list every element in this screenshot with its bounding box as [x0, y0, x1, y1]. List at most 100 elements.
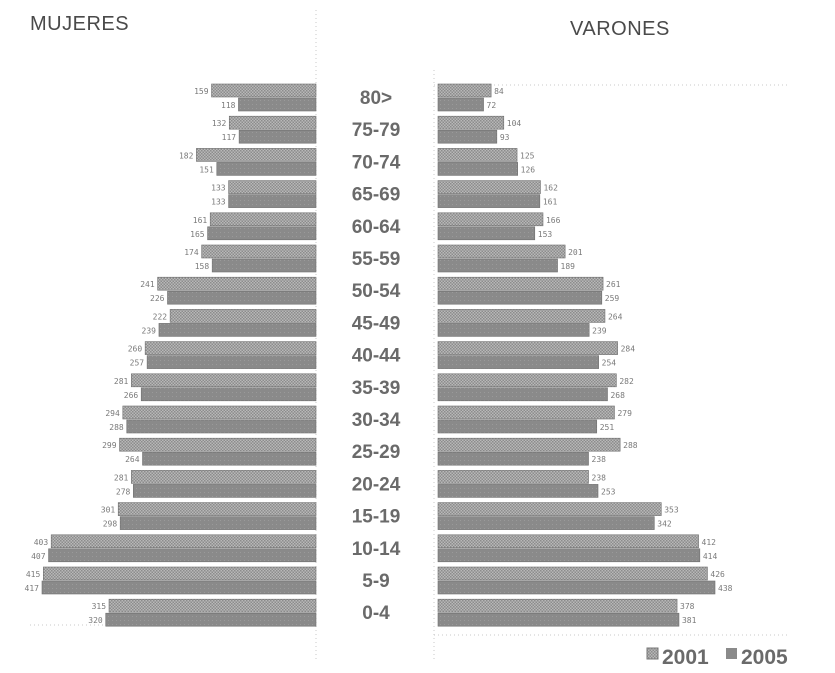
- value-mujeres-2001-55-59: 174: [184, 248, 199, 257]
- bar-varones-2005-75-79: [437, 129, 498, 144]
- bar-varones-2005-0-4: [437, 612, 680, 627]
- value-mujeres-2005-20-24: 278: [116, 487, 131, 496]
- bar-mujeres-2001-20-24: [131, 470, 317, 484]
- varones-bars: [437, 83, 716, 627]
- bar-mujeres-2001-35-39: [131, 373, 317, 388]
- value-varones-2001-40-44: 284: [621, 345, 636, 354]
- value-varones-2001-70-74: 125: [520, 151, 535, 160]
- value-varones-2001-35-39: 282: [619, 377, 634, 386]
- age-label-70-74: 70-74: [352, 152, 401, 173]
- value-mujeres-2005-0-4: 320: [88, 616, 103, 625]
- bar-varones-2001-80: [437, 83, 492, 98]
- bar-varones-2005-35-39: [437, 387, 608, 402]
- bar-varones-2005-65-69: [437, 194, 541, 208]
- left-title: MUJERES: [30, 13, 129, 35]
- age-label-15-19: 15-19: [352, 507, 401, 528]
- value-mujeres-2005-55-59: 158: [195, 262, 210, 271]
- bar-varones-2001-10-14: [437, 534, 699, 549]
- mujeres-bars: [41, 83, 317, 627]
- value-varones-2001-75-79: 104: [507, 119, 522, 128]
- value-mujeres-2005-50-54: 226: [150, 294, 165, 303]
- value-varones-2001-65-69: 162: [543, 184, 558, 193]
- bar-mujeres-2001-50-54: [157, 276, 317, 291]
- value-mujeres-2005-60-64: 165: [190, 230, 205, 239]
- bar-mujeres-2005-15-19: [119, 516, 317, 530]
- value-mujeres-2001-5-9: 415: [26, 570, 41, 579]
- value-mujeres-2001-10-14: 403: [34, 538, 49, 547]
- age-label-65-69: 65-69: [352, 185, 401, 206]
- value-mujeres-2005-15-19: 298: [103, 520, 118, 529]
- bar-varones-2005-55-59: [437, 258, 558, 273]
- value-mujeres-2001-65-69: 133: [211, 184, 226, 193]
- value-varones-2005-60-64: 153: [538, 230, 553, 239]
- value-varones-2001-45-49: 264: [608, 312, 623, 321]
- bar-varones-2005-40-44: [437, 355, 599, 369]
- value-mujeres-2005-75-79: 117: [222, 133, 237, 142]
- bar-varones-2001-40-44: [437, 341, 618, 355]
- value-mujeres-2005-70-74: 151: [199, 165, 214, 174]
- value-varones-2001-30-34: 279: [617, 409, 632, 418]
- bar-mujeres-2005-65-69: [228, 194, 317, 208]
- bar-mujeres-2001-70-74: [196, 148, 317, 162]
- age-label-80: 80>: [360, 88, 392, 109]
- value-varones-2005-40-44: 254: [602, 359, 617, 368]
- bar-mujeres-2005-75-79: [238, 129, 317, 144]
- right-title: VARONES: [570, 18, 670, 40]
- bar-mujeres-2001-15-19: [117, 502, 317, 516]
- bar-varones-2005-30-34: [437, 419, 598, 434]
- value-varones-2001-10-14: 412: [702, 538, 717, 547]
- bar-mujeres-2005-55-59: [211, 258, 317, 273]
- bar-mujeres-2005-10-14: [48, 548, 317, 563]
- value-varones-2005-15-19: 342: [657, 520, 672, 529]
- bar-varones-2005-70-74: [437, 162, 518, 176]
- bar-varones-2005-10-14: [437, 548, 701, 563]
- legend-swatch-2005: [726, 648, 737, 659]
- bar-varones-2005-5-9: [437, 580, 716, 595]
- bar-mujeres-2005-70-74: [216, 162, 317, 176]
- value-varones-2001-25-29: 288: [623, 441, 638, 450]
- bar-varones-2001-5-9: [437, 566, 708, 581]
- value-mujeres-2005-65-69: 133: [211, 198, 226, 207]
- value-mujeres-2005-25-29: 264: [125, 455, 140, 464]
- bar-varones-2001-0-4: [437, 598, 678, 613]
- value-varones-2005-30-34: 251: [600, 423, 615, 432]
- value-varones-2005-20-24: 253: [601, 487, 616, 496]
- value-mujeres-2001-45-49: 222: [153, 312, 168, 321]
- age-label-60-64: 60-64: [352, 217, 401, 238]
- bar-mujeres-2005-5-9: [41, 580, 317, 595]
- age-label-10-14: 10-14: [352, 539, 401, 560]
- age-label-30-34: 30-34: [352, 410, 401, 431]
- value-varones-2001-60-64: 166: [546, 216, 561, 225]
- bar-mujeres-2001-55-59: [201, 244, 317, 259]
- bar-mujeres-2005-30-34: [126, 419, 317, 434]
- bar-mujeres-2005-60-64: [207, 226, 317, 241]
- value-varones-2005-35-39: 268: [610, 391, 625, 400]
- value-varones-2005-25-29: 238: [592, 455, 607, 464]
- value-mujeres-2001-50-54: 241: [140, 280, 155, 289]
- bar-mujeres-2001-45-49: [169, 309, 317, 323]
- value-mujeres-2001-35-39: 281: [114, 377, 129, 386]
- bar-mujeres-2001-0-4: [108, 598, 317, 613]
- value-varones-2001-80: 84: [494, 87, 504, 96]
- value-mujeres-2005-35-39: 266: [124, 391, 139, 400]
- value-mujeres-2001-0-4: 315: [92, 602, 107, 611]
- value-varones-2005-55-59: 189: [561, 262, 576, 271]
- value-mujeres-2001-40-44: 260: [128, 345, 143, 354]
- value-mujeres-2005-5-9: 417: [25, 584, 40, 593]
- legend-swatch-2001: [646, 647, 659, 660]
- bar-mujeres-2001-65-69: [228, 180, 317, 194]
- legend-label-2005: 2005: [741, 646, 788, 669]
- value-mujeres-2001-30-34: 294: [105, 409, 120, 418]
- bar-varones-2001-20-24: [437, 470, 589, 484]
- bar-varones-2001-30-34: [437, 405, 615, 420]
- bar-varones-2001-55-59: [437, 244, 566, 259]
- age-label-50-54: 50-54: [352, 281, 401, 302]
- value-varones-2001-5-9: 426: [710, 570, 725, 579]
- bar-mujeres-2001-80: [211, 83, 317, 98]
- value-mujeres-2001-70-74: 182: [179, 151, 194, 160]
- bar-varones-2001-35-39: [437, 373, 617, 388]
- bar-mujeres-2005-45-49: [158, 323, 317, 337]
- value-mujeres-2001-75-79: 132: [212, 119, 227, 128]
- age-labels: 80> 75-79 70-74 65-69 60-64 55-59 50-54 45-49 40…: [352, 88, 401, 624]
- bar-mujeres-2001-60-64: [209, 212, 317, 227]
